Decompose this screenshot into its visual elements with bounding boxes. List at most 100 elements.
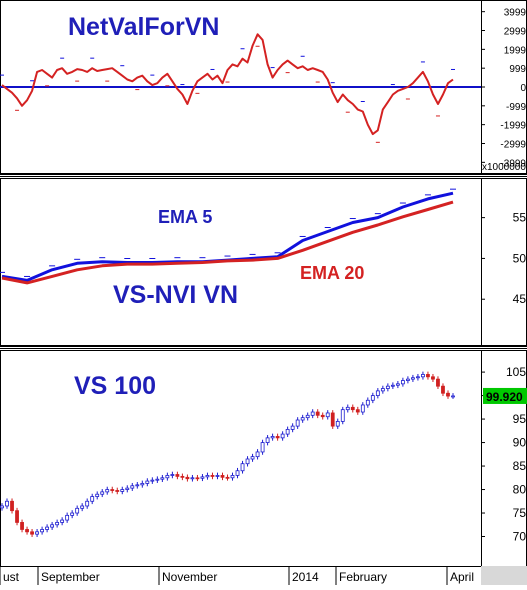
candle-body <box>40 529 44 533</box>
candle-body <box>200 476 205 479</box>
candle-body <box>240 463 245 472</box>
candle-body <box>115 490 120 492</box>
y-tick-label: -999 <box>506 102 526 113</box>
candle-body <box>290 425 295 430</box>
y-tick-label: 90 <box>513 436 527 450</box>
candle-body <box>225 476 230 479</box>
y-tick-label: -2999 <box>500 139 526 150</box>
x-tick-label: September <box>41 570 100 584</box>
candle-body <box>140 483 145 486</box>
netval-line <box>1 33 454 136</box>
candle-body <box>220 475 225 478</box>
y-tick-label: 75 <box>513 506 527 520</box>
candle-body <box>190 477 195 480</box>
candle-body <box>45 526 49 530</box>
candle-body <box>416 376 420 379</box>
candle-body <box>370 395 375 401</box>
x-tick-label: April <box>450 570 474 584</box>
candle-body <box>230 475 235 479</box>
candle-body <box>350 406 355 411</box>
candle-body <box>405 378 410 381</box>
candle-body <box>335 421 340 427</box>
chart2-ema5-label: EMA 5 <box>158 207 212 227</box>
candle-body <box>436 378 440 387</box>
y-tick-label: 55 <box>513 211 527 225</box>
candle-body <box>80 505 85 509</box>
candle-body <box>105 489 110 493</box>
candle-body <box>110 489 115 491</box>
candle-body <box>10 500 14 512</box>
candle-body <box>385 385 390 389</box>
candle-body <box>210 475 215 477</box>
y-tick-label: 999 <box>509 64 526 75</box>
candle-body <box>130 485 135 489</box>
candle-body <box>70 512 75 516</box>
x-tick-label: November <box>162 570 217 584</box>
candle-body <box>125 487 130 490</box>
candle-body <box>150 479 155 482</box>
candle-body <box>245 458 250 465</box>
candle-body <box>175 474 180 477</box>
candle-body <box>315 411 320 416</box>
candle-body <box>170 474 175 476</box>
candle-body <box>65 514 70 521</box>
candle-body <box>205 475 210 478</box>
candle-body <box>160 477 165 480</box>
y-tick-label: 105 <box>506 365 526 379</box>
candle-body <box>5 500 9 507</box>
candle-body <box>451 395 455 398</box>
candle-body <box>380 388 385 392</box>
y-tick-label: 80 <box>513 483 527 497</box>
candle-body <box>35 531 39 535</box>
y-tick-label: -3999 <box>500 158 526 169</box>
candle-body <box>400 380 405 385</box>
candle-body <box>310 411 315 416</box>
last-price-tag <box>483 387 527 404</box>
chart3-title: VS 100 <box>74 372 156 400</box>
candle-body <box>305 414 310 419</box>
candle-body <box>426 374 430 378</box>
candle-body <box>145 480 150 484</box>
candle-body <box>325 412 330 418</box>
candle-body <box>180 475 185 478</box>
candle-body <box>165 475 170 479</box>
chart1-title: NetValForVN <box>68 13 219 41</box>
candle-body <box>411 377 415 380</box>
candle-body <box>431 376 435 380</box>
candle-body <box>50 524 55 528</box>
candle-body <box>60 519 65 523</box>
candle-body <box>270 436 275 439</box>
candle-body <box>95 493 100 497</box>
candle-body <box>320 414 325 418</box>
candle-body <box>275 436 280 439</box>
y-tick-label: 50 <box>513 251 527 265</box>
candle-body <box>85 500 90 507</box>
candle-body <box>330 412 335 427</box>
x-tick-label: 2014 <box>292 570 319 584</box>
y-tick-label: -1999 <box>500 121 526 132</box>
y-tick-label: 85 <box>513 459 527 473</box>
y-tick-label: 1999 <box>504 45 527 56</box>
candle-body <box>55 522 60 526</box>
y-tick-label: 2999 <box>504 27 527 38</box>
y-tick-label: 45 <box>513 292 527 306</box>
candle-body <box>75 507 80 514</box>
chart2-ema20-label: EMA 20 <box>300 263 364 283</box>
candle-body <box>120 489 125 492</box>
candle-body <box>285 429 290 435</box>
candle-body <box>215 475 220 477</box>
x-tick-label: February <box>339 570 387 584</box>
candle-body <box>390 384 395 387</box>
candle-body <box>365 399 370 406</box>
candle-body <box>155 478 160 481</box>
x-tick-label: ust <box>3 570 20 584</box>
last-price-label: 99.920 <box>486 390 523 404</box>
candle-body <box>345 406 350 411</box>
candle-body <box>90 496 95 502</box>
candle-body <box>340 409 345 422</box>
candle-body <box>295 419 300 427</box>
candle-body <box>300 417 305 421</box>
chart2-title: VS-NVI VN <box>113 281 238 309</box>
candle-body <box>355 409 360 413</box>
